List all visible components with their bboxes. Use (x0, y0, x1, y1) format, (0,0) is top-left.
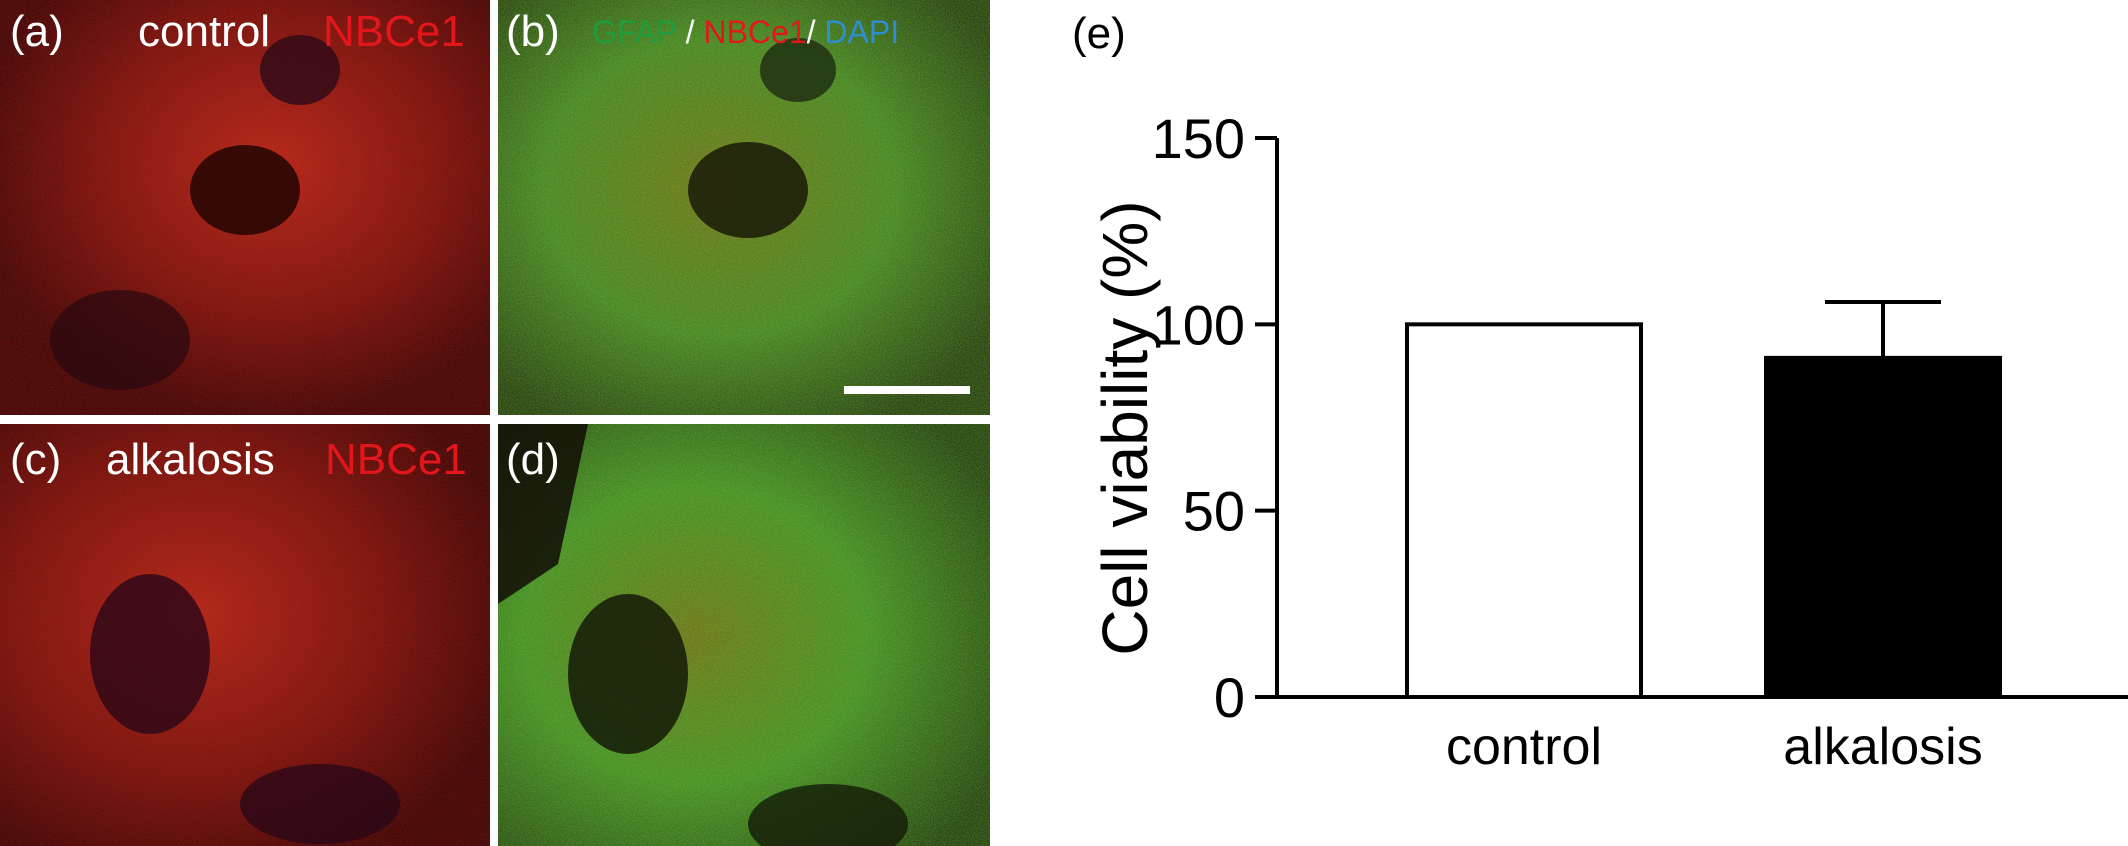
y-tick-label: 150 (1152, 107, 1245, 170)
panel-b-letter: (b) (506, 7, 560, 56)
panel-e-letter: (e) (1072, 9, 1126, 58)
micrograph-b-image (498, 0, 990, 415)
panel-b-stain-legend: GFAP / NBCe1/ DAPI (592, 16, 899, 48)
panel-b-stain-gfap: GFAP (592, 14, 677, 50)
micrograph-d-image (498, 424, 990, 846)
micrograph-panel-c: (c) alkalosis NBCe1 (0, 424, 490, 846)
bar-alkalosis (1764, 355, 2002, 699)
panel-a-condition: control (138, 7, 271, 56)
x-axis: control alkalosis (1277, 695, 2128, 776)
micrograph-a-image (0, 0, 490, 415)
micrograph-c-image (0, 424, 490, 846)
y-tick-label: 0 (1214, 666, 1245, 729)
micrograph-panel-d: (d) (498, 424, 990, 846)
x-tick-label-alkalosis: alkalosis (1783, 718, 1982, 776)
y-axis-label: Cell viability (%) (1089, 200, 1161, 655)
bar-control (1405, 322, 1643, 699)
micrograph-panel-b: (b) GFAP / NBCe1/ DAPI (498, 0, 990, 415)
panel-b-sep1: / (676, 14, 704, 50)
panel-b-stain-dapi: DAPI (824, 14, 900, 50)
panel-b-stain-nbce1: NBCe1 (703, 14, 807, 50)
panel-a-letter: (a) (10, 7, 64, 56)
panel-d-letter: (d) (506, 435, 560, 484)
cell-viability-chart: 0 50 100 150 control alkalosis Cell viabilit… (1089, 107, 2128, 776)
panel-c-letter: (c) (10, 435, 62, 484)
y-axis: 0 50 100 150 (1152, 107, 1279, 729)
micrograph-panel-a: (a) control NBCe1 (0, 0, 490, 415)
y-tick-label: 50 (1183, 480, 1245, 543)
panel-a-stain: NBCe1 (323, 7, 465, 56)
y-tick-label: 100 (1152, 293, 1245, 356)
panel-c-condition: alkalosis (106, 435, 275, 484)
scale-bar (844, 386, 970, 394)
x-tick-label-control: control (1446, 718, 1602, 776)
panel-b-sep2: / (806, 14, 825, 50)
panel-c-stain: NBCe1 (325, 435, 467, 484)
bars (1405, 299, 2002, 699)
